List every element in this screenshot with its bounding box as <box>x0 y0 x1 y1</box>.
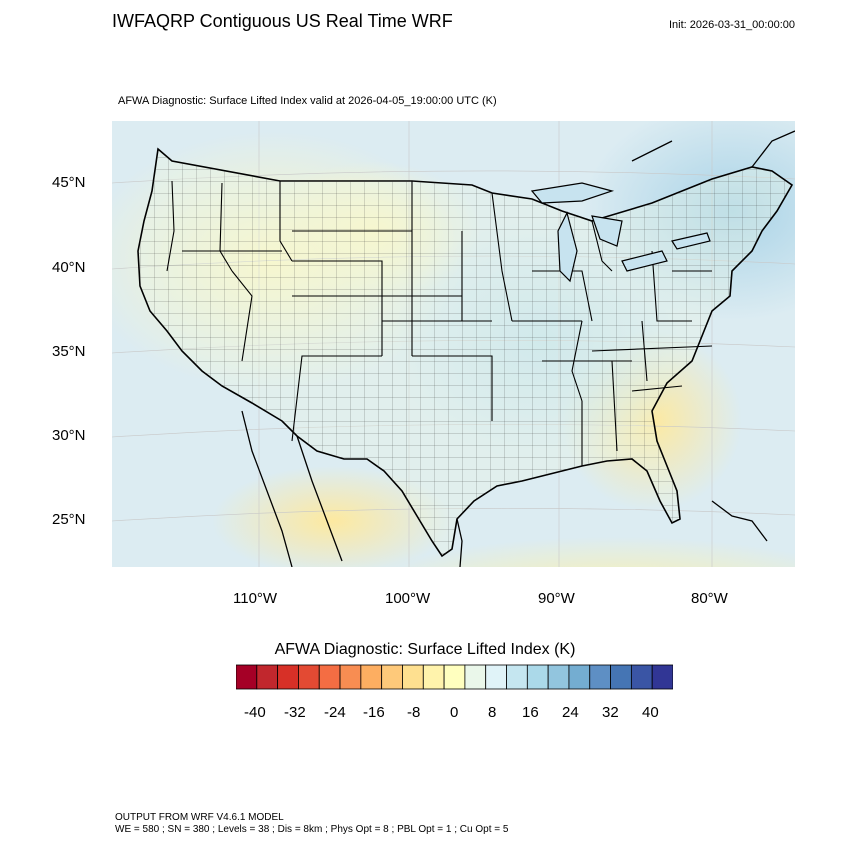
colorbar-swatch <box>236 664 258 690</box>
colorbar-swatch <box>298 664 320 690</box>
lon-label-100w: 100°W <box>385 590 431 607</box>
colorbar <box>236 664 673 690</box>
lon-label-90w: 90°W <box>538 590 575 607</box>
colorbar-swatch <box>485 664 507 690</box>
colorbar-swatch <box>464 664 487 690</box>
init-time-label: Init: 2026-03-31_00:00:00 <box>669 19 795 31</box>
footer-model-line: OUTPUT FROM WRF V4.6.1 MODEL <box>115 812 284 823</box>
colorbar-swatch <box>318 664 341 690</box>
field-subtitle: AFWA Diagnostic: Surface Lifted Index va… <box>118 95 497 107</box>
lat-label-25: 25°N <box>52 511 86 528</box>
colorbar-swatch <box>402 664 424 690</box>
colorbar-tick-label: -24 <box>324 704 346 721</box>
colorbar-swatch <box>339 664 362 690</box>
map-panel <box>112 121 795 567</box>
colorbar-swatch <box>443 664 466 690</box>
colorbar-tick-label: 24 <box>562 704 579 721</box>
great-lakes <box>530 182 711 283</box>
colorbar-tick-label: -32 <box>284 704 306 721</box>
colorbar-swatch <box>589 664 611 690</box>
colorbar-swatch <box>651 664 673 690</box>
lon-label-110w: 110°W <box>233 590 278 607</box>
main-title: IWFAQRP Contiguous US Real Time WRF <box>112 11 453 31</box>
state-boundaries <box>166 180 713 466</box>
colorbar-tick-label: -16 <box>363 704 385 721</box>
lat-label-45: 45°N <box>52 174 86 191</box>
colorbar-swatch <box>256 664 279 690</box>
colorbar-swatch <box>526 664 549 690</box>
colorbar-swatch <box>360 664 383 690</box>
footer-config-line: WE = 580 ; SN = 380 ; Levels = 38 ; Dis … <box>115 824 509 835</box>
colorbar-swatch <box>422 664 445 690</box>
colorbar-swatch <box>630 664 653 690</box>
lon-label-80w: 80°W <box>691 590 728 607</box>
colorbar-tick-label: -8 <box>407 704 421 721</box>
colorbar-tick-label: 0 <box>450 704 459 721</box>
colorbar-swatch <box>277 664 299 690</box>
colorbar-tick-label: 32 <box>602 704 619 721</box>
colorbar-swatch <box>381 664 403 690</box>
colorbar-swatch <box>547 664 570 690</box>
colorbar-tick-label: 40 <box>642 704 659 721</box>
colorbar-title: AFWA Diagnostic: Surface Lifted Index (K… <box>274 641 576 658</box>
colorbar-swatch <box>506 664 528 690</box>
lat-label-40: 40°N <box>52 259 86 276</box>
colorbar-swatch <box>568 664 591 690</box>
colorbar-tick-label: 16 <box>522 704 539 721</box>
lat-label-30: 30°N <box>52 427 86 444</box>
colorbar-swatch <box>610 664 632 690</box>
colorbar-tick-label: -40 <box>244 704 266 721</box>
colorbar-tick-label: 8 <box>488 704 497 721</box>
lat-label-35: 35°N <box>52 343 86 360</box>
coastlines <box>241 130 795 567</box>
